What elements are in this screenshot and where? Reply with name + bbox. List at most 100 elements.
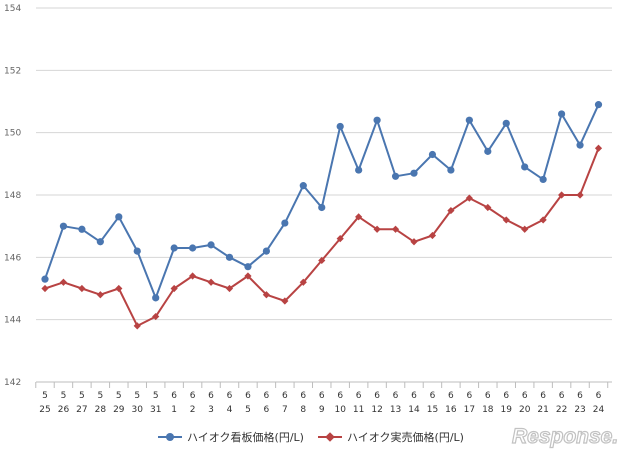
x-axis-tick-labels: 5255265275285295305316162636465666768696… xyxy=(39,391,604,415)
x-tick-label-month: 6 xyxy=(559,391,565,401)
data-point-s0-0 xyxy=(41,275,49,283)
x-tick-label-day: 13 xyxy=(390,405,401,415)
data-point-s1-2 xyxy=(78,284,86,293)
data-point-s1-30 xyxy=(594,144,603,152)
x-tick-label-month: 6 xyxy=(430,391,436,401)
x-tick-label-day: 3 xyxy=(208,405,214,415)
data-point-s1-17 xyxy=(355,213,363,221)
data-point-s0-26 xyxy=(521,163,529,171)
series-line-0 xyxy=(44,104,600,299)
x-tick-label-month: 6 xyxy=(264,391,270,401)
data-point-s1-13 xyxy=(281,297,289,305)
data-point-s0-14 xyxy=(299,182,307,190)
data-point-s0-5 xyxy=(133,247,141,255)
x-tick-label-day: 4 xyxy=(227,405,233,415)
y-axis-tick-labels: 142 144 146 148 150 152 154 xyxy=(4,4,21,388)
x-tick-label-day: 18 xyxy=(482,405,494,415)
x-tick-label-day: 6 xyxy=(264,405,270,415)
legend-swatch-1 xyxy=(318,431,342,443)
x-tick-label-month: 6 xyxy=(190,391,196,401)
x-tick-label-month: 6 xyxy=(374,391,380,401)
data-point-s0-3 xyxy=(96,238,104,246)
data-point-s1-20 xyxy=(410,238,418,246)
data-point-s1-22 xyxy=(447,206,455,215)
x-tick-label-month: 6 xyxy=(319,391,325,401)
x-tick-label-day: 12 xyxy=(371,405,382,415)
x-tick-label-day: 14 xyxy=(408,405,420,415)
data-point-s0-19 xyxy=(391,172,400,180)
data-point-s0-25 xyxy=(502,119,510,127)
legend-item-1: ハイオク実売価格(円/L) xyxy=(318,427,464,447)
data-point-s1-8 xyxy=(189,272,197,280)
x-tick-label-month: 6 xyxy=(227,391,233,401)
x-tick-label-month: 6 xyxy=(411,391,417,401)
x-tick-label-day: 23 xyxy=(574,405,585,415)
data-point-s1-12 xyxy=(262,291,270,299)
x-tick-label-day: 19 xyxy=(501,405,513,415)
data-point-s0-11 xyxy=(244,263,252,271)
x-tick-label-day: 20 xyxy=(519,405,531,415)
data-point-s1-24 xyxy=(484,203,492,212)
data-point-s0-23 xyxy=(465,116,473,124)
watermark-text: Response. xyxy=(512,425,618,448)
x-tick-label-day: 15 xyxy=(427,405,438,415)
data-point-s1-27 xyxy=(539,216,547,224)
x-tick-label-day: 27 xyxy=(76,405,87,415)
data-point-s0-29 xyxy=(576,141,584,149)
y-tick-label: 146 xyxy=(4,253,21,263)
data-point-s1-26 xyxy=(521,225,529,233)
x-tick-label-day: 9 xyxy=(319,405,325,415)
x-tick-label-day: 31 xyxy=(150,405,161,415)
data-point-s0-18 xyxy=(373,116,381,124)
x-tick-label-month: 6 xyxy=(448,391,454,401)
x-tick-label-day: 26 xyxy=(58,405,70,415)
y-tick-label: 154 xyxy=(4,4,21,14)
data-point-s0-20 xyxy=(410,169,418,177)
x-tick-label-day: 11 xyxy=(353,405,364,415)
x-tick-label-month: 6 xyxy=(337,391,343,401)
legend: ハイオク看板価格(円/L) ハイオク実売価格(円/L) xyxy=(0,427,640,447)
data-point-s0-4 xyxy=(115,213,123,221)
data-point-s1-29 xyxy=(576,191,584,199)
series-line-1 xyxy=(44,147,600,327)
data-point-s0-6 xyxy=(152,294,160,302)
data-point-s1-21 xyxy=(428,231,437,240)
series-layer xyxy=(41,101,603,330)
x-tick-label-month: 6 xyxy=(171,391,177,401)
x-tick-label-day: 1 xyxy=(171,405,177,415)
data-point-s0-8 xyxy=(189,244,197,252)
x-tick-label-day: 2 xyxy=(190,405,196,415)
data-point-s1-0 xyxy=(41,284,49,293)
data-point-s0-7 xyxy=(170,244,178,252)
gridlines xyxy=(35,7,612,388)
x-tick-label-day: 10 xyxy=(334,405,346,415)
data-point-s0-15 xyxy=(318,203,326,212)
legend-item-0: ハイオク看板価格(円/L) xyxy=(158,427,304,447)
data-point-s1-16 xyxy=(336,235,344,243)
x-tick-label-month: 6 xyxy=(577,391,583,401)
data-point-s0-9 xyxy=(207,241,215,249)
x-tick-label-month: 6 xyxy=(485,391,491,401)
x-tick-label-month: 5 xyxy=(116,391,122,401)
data-point-s1-11 xyxy=(244,272,252,280)
legend-label-1: ハイオク実売価格(円/L) xyxy=(347,431,464,444)
data-point-s0-24 xyxy=(484,147,492,155)
x-tick-label-month: 5 xyxy=(97,391,103,401)
x-tick-label-month: 6 xyxy=(540,391,546,401)
x-tick-label-day: 22 xyxy=(556,405,567,415)
x-tick-label-month: 5 xyxy=(42,391,48,401)
data-point-s1-18 xyxy=(373,225,381,233)
data-point-s1-9 xyxy=(207,278,215,286)
x-tick-label-day: 8 xyxy=(300,405,306,415)
data-point-s1-23 xyxy=(465,194,473,202)
x-tick-label-day: 25 xyxy=(39,405,50,415)
y-tick-label: 152 xyxy=(4,66,21,76)
y-tick-label: 142 xyxy=(4,378,21,388)
data-point-s0-10 xyxy=(225,253,234,261)
x-tick-label-month: 6 xyxy=(466,391,472,401)
x-tick-label-month: 6 xyxy=(522,391,528,401)
x-tick-label-month: 6 xyxy=(282,391,288,401)
x-tick-label-month: 5 xyxy=(134,391,140,401)
x-tick-label-month: 5 xyxy=(153,391,159,401)
